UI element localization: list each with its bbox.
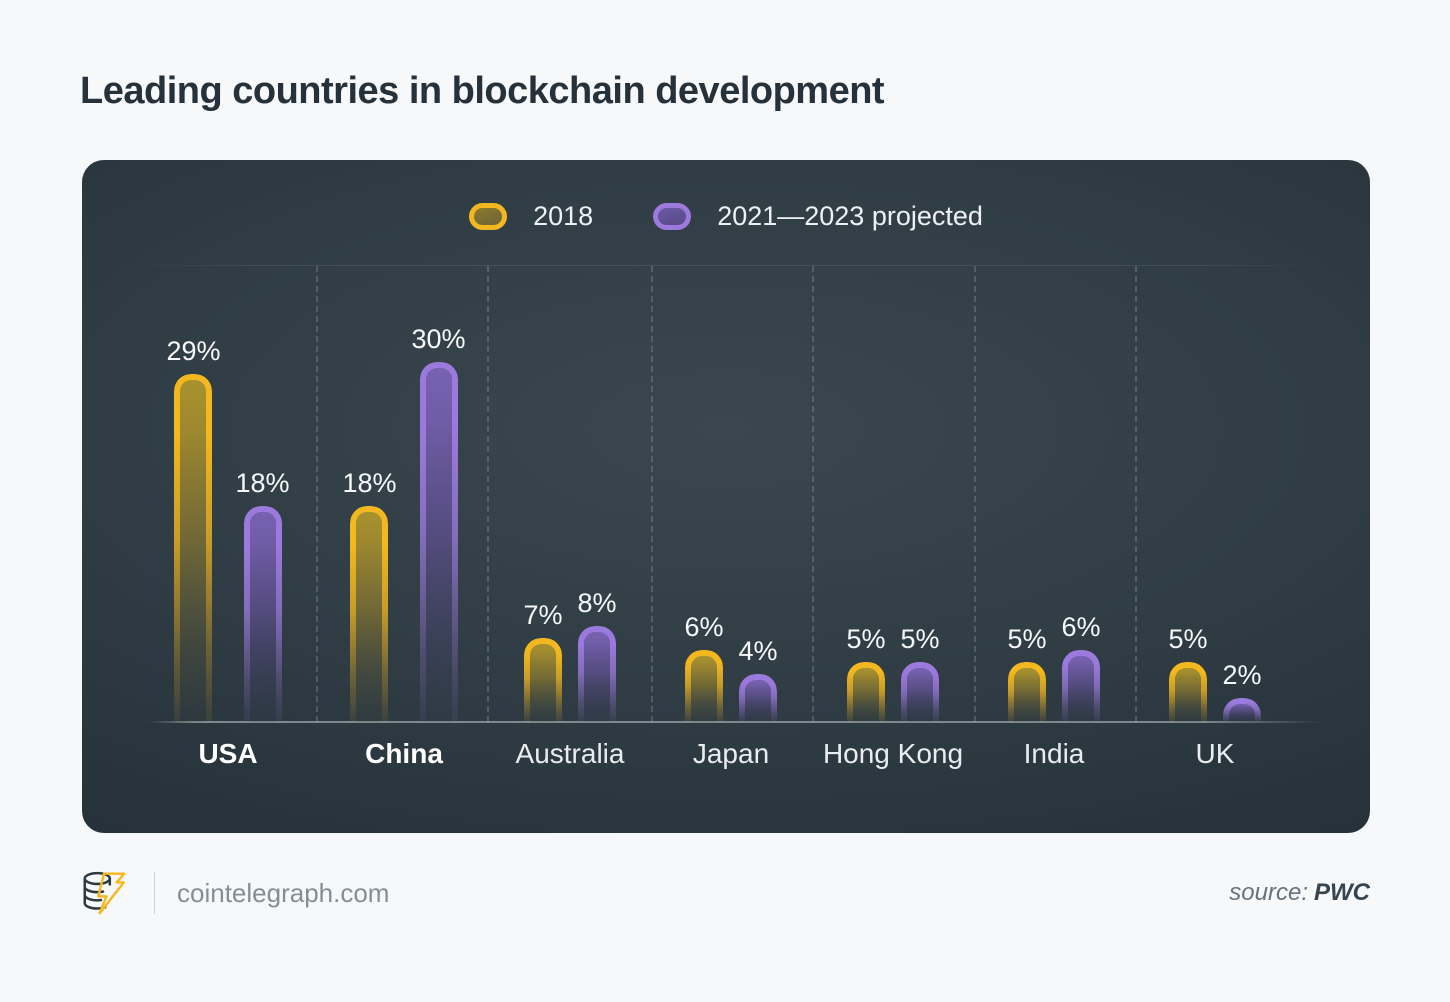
bar-2021-2023-projected-uk — [1223, 698, 1262, 722]
bar-pair: 29% 18% — [166, 336, 290, 722]
source-credit: source: PWC — [1229, 879, 1370, 907]
bar-pair: 5% 2% — [1168, 624, 1262, 722]
category-label-uk: UK — [1195, 738, 1235, 769]
value-label-2021-2023-projected-japan: 4% — [738, 636, 778, 666]
bar-pair: 5% 5% — [846, 624, 940, 722]
value-label-2021-2023-projected-uk: 2% — [1222, 660, 1262, 690]
bar-column: 5% — [1007, 624, 1047, 722]
group-separator-line — [973, 266, 976, 722]
source-label: source: — [1229, 879, 1308, 906]
cointelegraph-logo-icon — [83, 871, 126, 915]
bar-column: 29% — [166, 336, 221, 722]
bar-chart: 29% 18% USA 18% 30% China 7% 8% Australia 6% 4% Jap… — [82, 160, 1370, 833]
chart-panel: 2018 2021—2023 projected 29% 18% USA 18% 30%… — [82, 160, 1370, 833]
value-label-2018-australia: 7% — [523, 600, 563, 630]
value-label-2021-2023-projected-china: 30% — [411, 324, 466, 354]
value-label-2018-china: 18% — [342, 468, 397, 498]
brand: cointelegraph.com — [78, 866, 389, 920]
value-label-2018-usa: 29% — [166, 336, 221, 366]
value-label-2018-uk: 5% — [1168, 624, 1208, 654]
value-label-2021-2023-projected-india: 6% — [1061, 612, 1101, 642]
category-label-japan: Japan — [692, 738, 770, 769]
bar-2021-2023-projected-australia — [578, 626, 617, 722]
legend-divider — [122, 265, 1330, 266]
bar-2018-india — [1007, 662, 1046, 722]
bar-2018-japan — [684, 650, 723, 722]
bar-column: 5% — [901, 624, 940, 722]
bar-2021-2023-projected-hong-kong — [901, 662, 940, 722]
bar-column: 4% — [739, 636, 778, 722]
category-label-usa: USA — [198, 738, 258, 769]
bar-2021-2023-projected-japan — [739, 674, 778, 722]
bar-column: 5% — [846, 624, 886, 722]
bar-2018-australia — [523, 638, 562, 722]
bar-column: 18% — [236, 468, 290, 722]
group-separator-line — [316, 266, 318, 722]
legend-item-2018: 2018 — [469, 201, 593, 232]
category-label-hong-kong: Hong Kong — [822, 738, 964, 769]
value-label-2018-hong-kong: 5% — [846, 624, 886, 654]
value-label-2021-2023-projected-hong-kong: 5% — [900, 624, 940, 654]
brand-divider — [154, 872, 155, 914]
bar-group-australia: 7% 8% Australia — [480, 588, 660, 769]
group-separator-line — [487, 266, 489, 722]
bar-2018-china — [350, 506, 389, 722]
bar-pair: 5% 6% — [1007, 612, 1101, 722]
bar-pair: 7% 8% — [523, 588, 617, 722]
bar-group-japan: 6% 4% Japan — [641, 612, 821, 769]
bar-group-uk: 5% 2% UK — [1125, 624, 1305, 769]
bar-pair: 18% 30% — [342, 324, 466, 722]
source-value: PWC — [1314, 879, 1370, 906]
brand-name: cointelegraph.com — [177, 877, 390, 908]
bar-column: 6% — [684, 612, 724, 722]
bar-column: 8% — [578, 588, 617, 722]
legend: 2018 2021—2023 projected — [82, 200, 1370, 232]
bar-column: 18% — [342, 468, 397, 722]
bar-column: 6% — [1062, 612, 1101, 722]
bar-group-hong-kong: 5% 5% Hong Kong — [803, 624, 983, 769]
category-label-india: India — [1023, 738, 1085, 769]
bar-2021-2023-projected-usa — [243, 506, 282, 722]
bar-group-usa: 29% 18% USA — [138, 336, 318, 769]
bar-2018-hong-kong — [846, 662, 885, 722]
x-axis-baseline — [148, 721, 1322, 723]
group-separator-line — [812, 266, 814, 722]
bar-2018-usa — [174, 374, 213, 722]
bar-2021-2023-projected-china — [419, 362, 458, 722]
value-label-2018-japan: 6% — [684, 612, 724, 642]
bar-group-china: 18% 30% China — [314, 324, 494, 769]
bar-column: 30% — [412, 324, 466, 722]
group-separator-line — [650, 266, 653, 722]
category-label-australia: Australia — [515, 738, 625, 769]
bar-pair: 6% 4% — [684, 612, 778, 722]
bar-column: 7% — [523, 600, 563, 722]
legend-label-2018: 2018 — [533, 200, 594, 231]
value-label-2021-2023-projected-usa: 18% — [235, 468, 290, 498]
value-label-2018-india: 5% — [1007, 624, 1047, 654]
legend-swatch-projected — [653, 202, 692, 230]
bar-column: 2% — [1223, 660, 1262, 722]
bar-2021-2023-projected-india — [1062, 650, 1101, 722]
bar-group-india: 5% 6% India — [964, 612, 1144, 769]
bar-column: 5% — [1168, 624, 1208, 722]
legend-item-projected: 2021—2023 projected — [653, 201, 983, 232]
category-label-china: China — [365, 738, 443, 769]
legend-label-projected: 2021—2023 projected — [717, 200, 983, 231]
group-separator-line — [1134, 266, 1137, 722]
bar-2018-uk — [1168, 662, 1207, 722]
legend-swatch-2018 — [469, 202, 508, 230]
value-label-2021-2023-projected-australia: 8% — [577, 588, 617, 618]
footer: cointelegraph.com source: PWC — [78, 860, 1370, 926]
page-title: Leading countries in blockchain developm… — [80, 70, 885, 112]
